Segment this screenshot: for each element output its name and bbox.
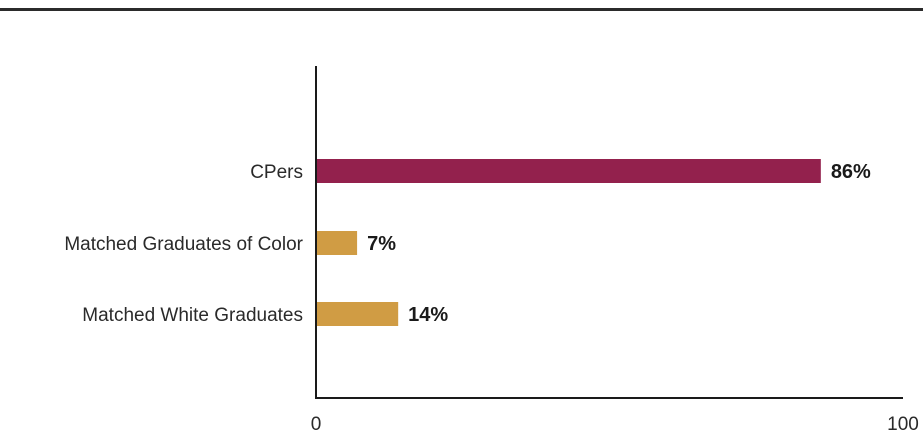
bar [316,302,399,326]
category-label: Matched White Graduates [82,305,303,326]
x-tick-label: 0 [311,414,322,432]
category-label: Matched Graduates of Color [64,234,303,255]
bar [316,231,358,255]
bar [316,159,821,183]
x-tick-label: 100 [887,414,919,432]
data-label: 14% [408,304,448,326]
top-divider [0,8,923,11]
data-label: 7% [367,233,396,255]
category-label: CPers [250,162,303,183]
data-label: 86% [831,161,871,183]
